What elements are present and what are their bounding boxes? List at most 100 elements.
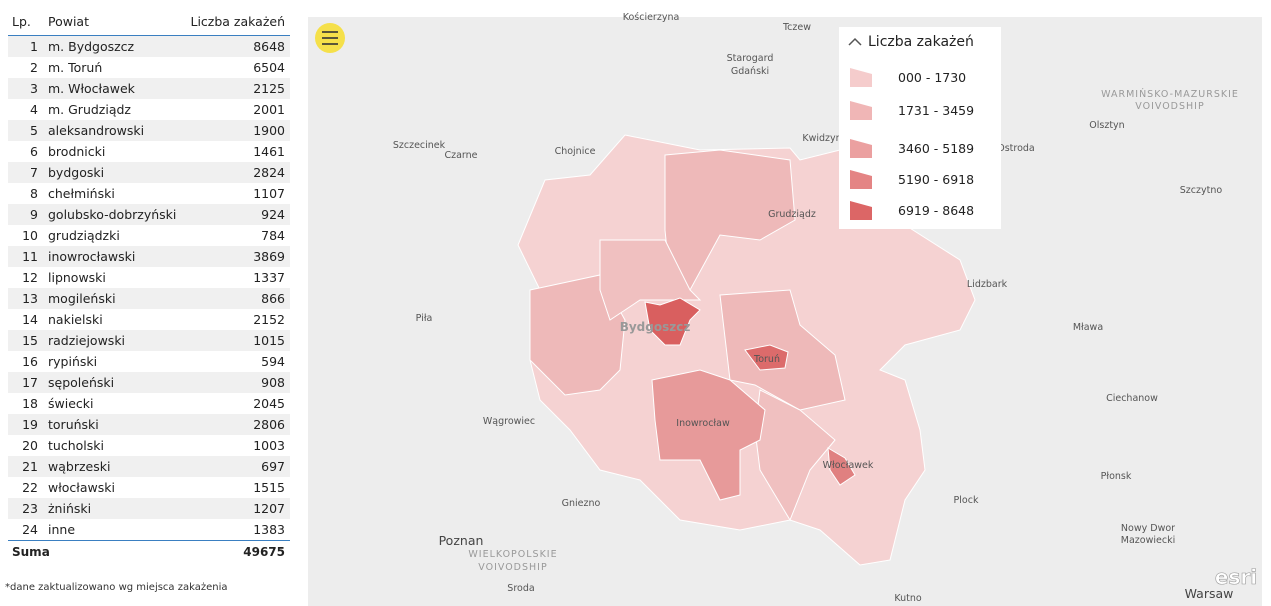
legend-swatch: [850, 170, 872, 189]
table-body: 1 m. Bydgoszcz 8648 2 m. Toruń 6504 3 m. Włocła…: [8, 36, 290, 540]
table-row[interactable]: 2 m. Toruń 6504: [8, 57, 290, 78]
place-label: Starogard: [727, 53, 774, 64]
table-row[interactable]: 21 wąbrzeski 697: [8, 456, 290, 477]
cell: 594: [261, 354, 285, 369]
cell: 2045: [253, 396, 285, 411]
place-label: Tczew: [782, 22, 811, 33]
cell: 10: [22, 228, 38, 243]
place-label: Mazowiecki: [1121, 535, 1175, 546]
header-cell[interactable]: Lp.: [12, 14, 31, 29]
place-label: Bydgoszcz: [620, 320, 691, 334]
place-label: VOIVODSHIP: [478, 562, 547, 573]
table-row[interactable]: 4 m. Grudziądz 2001: [8, 99, 290, 120]
cell: mogileński: [48, 291, 116, 306]
cell: 2125: [253, 81, 285, 96]
place-label: Plock: [954, 495, 979, 506]
table-row[interactable]: 15 radziejowski 1015: [8, 330, 290, 351]
region[interactable]: [744, 344, 789, 371]
cell: 866: [261, 291, 285, 306]
place-label: Czarne: [444, 150, 477, 161]
cell: 23: [22, 501, 38, 516]
place-label: Gdański: [731, 66, 769, 77]
cell: 1207: [253, 501, 285, 516]
table-row[interactable]: 12 lipnowski 1337: [8, 267, 290, 288]
cell: 924: [261, 207, 285, 222]
cell: 2806: [253, 417, 285, 432]
cell: 21: [22, 459, 38, 474]
legend-swatch: [850, 201, 872, 220]
cell: 13: [22, 291, 38, 306]
place-label: Piła: [416, 313, 433, 324]
legend-swatch: [850, 68, 872, 87]
table-row[interactable]: 5 aleksandrowski 1900: [8, 120, 290, 141]
header-cell[interactable]: Powiat: [48, 14, 89, 29]
place-label: Szczytno: [1180, 185, 1223, 196]
table-row[interactable]: 1 m. Bydgoszcz 8648: [8, 36, 290, 57]
regions: [517, 134, 976, 566]
place-labels: Kościerzyna Tczew Starogard Gdański WARMIŃSK…: [393, 12, 1238, 604]
table-row[interactable]: 17 sępoleński 908: [8, 372, 290, 393]
place-label: Ciechanow: [1106, 393, 1158, 404]
cell: 2152: [253, 312, 285, 327]
table-row[interactable]: 19 toruński 2806: [8, 414, 290, 435]
cell: 1515: [253, 480, 285, 495]
cell: 9: [30, 207, 38, 222]
header-cell[interactable]: Liczba zakażeń: [190, 14, 285, 29]
legend-item: 5190 - 6918: [898, 172, 974, 187]
legend-item: 000 - 1730: [898, 70, 966, 85]
cell: 6: [30, 144, 38, 159]
place-label: VOIVODSHIP: [1135, 101, 1204, 112]
cell: radziejowski: [48, 333, 126, 348]
region[interactable]: [827, 447, 856, 486]
table-row[interactable]: 3 m. Włocławek 2125: [8, 78, 290, 99]
cell: 18: [22, 396, 38, 411]
menu-icon: [322, 31, 338, 45]
table-row[interactable]: 24 inne 1383: [8, 519, 290, 540]
place-label: Gniezno: [562, 498, 601, 509]
cell: m. Grudziądz: [48, 102, 131, 117]
cell: m. Toruń: [48, 60, 103, 75]
table-row[interactable]: 7 bydgoski 2824: [8, 162, 290, 183]
table-row[interactable]: 13 mogileński 866: [8, 288, 290, 309]
region[interactable]: [651, 369, 766, 501]
table-row[interactable]: 18 świecki 2045: [8, 393, 290, 414]
place-label: Sroda: [507, 583, 534, 594]
collapse-icon[interactable]: [848, 37, 862, 46]
cell: 784: [261, 228, 285, 243]
attribution: esri: [1215, 565, 1257, 589]
place-label: Kościerzyna: [623, 12, 680, 23]
table-row[interactable]: 23 żniński 1207: [8, 498, 290, 519]
table-row[interactable]: 11 inowrocławski 3869: [8, 246, 290, 267]
cell: 1: [30, 39, 38, 54]
table-row[interactable]: 9 golubsko-dobrzyński 924: [8, 204, 290, 225]
cell: chełmiński: [48, 186, 115, 201]
table-row[interactable]: 8 chełmiński 1107: [8, 183, 290, 204]
cell: toruński: [48, 417, 99, 432]
table-row[interactable]: 16 rypiński 594: [8, 351, 290, 372]
table-row[interactable]: 20 tucholski 1003: [8, 435, 290, 456]
place-label: Warsaw: [1185, 586, 1234, 601]
table-row[interactable]: 22 włocławski 1515: [8, 477, 290, 498]
cell: 8648: [253, 39, 285, 54]
cell: 697: [261, 459, 285, 474]
table-row[interactable]: 6 brodnicki 1461: [8, 141, 290, 162]
cell: 22: [22, 480, 38, 495]
region[interactable]: [644, 297, 701, 346]
cell: 1383: [253, 522, 285, 537]
table-row[interactable]: 10 grudziądzki 784: [8, 225, 290, 246]
table-row[interactable]: 14 nakielski 2152: [8, 309, 290, 330]
place-label: Kutno: [894, 593, 922, 604]
place-label: Grudziądz: [768, 209, 816, 220]
cell: 12: [22, 270, 38, 285]
cell: 2001: [253, 102, 285, 117]
cell: 11: [22, 249, 38, 264]
place-label: Olsztyn: [1089, 120, 1124, 131]
place-label: Inowrocław: [676, 418, 730, 429]
cell: 17: [22, 375, 38, 390]
footer-label: Suma: [12, 544, 50, 559]
legend-item: 1731 - 3459: [898, 103, 974, 118]
cell: 16: [22, 354, 38, 369]
place-label: Włocławek: [823, 460, 874, 471]
cell: inowrocławski: [48, 249, 136, 264]
